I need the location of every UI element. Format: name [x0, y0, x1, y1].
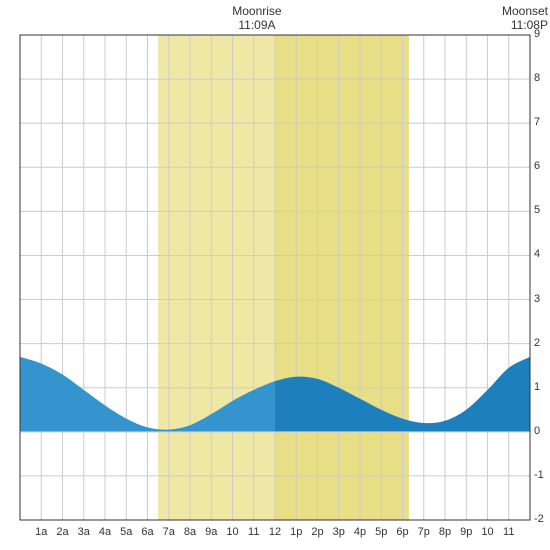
- x-tick-label: 5p: [370, 526, 392, 538]
- y-tick-label: -2: [534, 513, 550, 525]
- x-tick-label: 1a: [30, 526, 52, 538]
- x-tick-label: 11: [498, 526, 520, 538]
- x-tick-label: 3p: [328, 526, 350, 538]
- x-tick-label: 5a: [115, 526, 137, 538]
- tide-chart: Moonrise 11:09A Moonset 11:08P 1a2a3a4a5…: [0, 0, 550, 550]
- y-tick-label: 9: [534, 28, 550, 40]
- x-tick-label: 9p: [455, 526, 477, 538]
- y-tick-label: -1: [534, 469, 550, 481]
- x-tick-label: 8a: [179, 526, 201, 538]
- x-tick-label: 4p: [349, 526, 371, 538]
- x-tick-label: 6a: [137, 526, 159, 538]
- y-tick-label: 2: [534, 337, 550, 349]
- x-tick-label: 10: [222, 526, 244, 538]
- chart-svg: [0, 0, 550, 550]
- x-tick-label: 7p: [413, 526, 435, 538]
- x-tick-label: 10: [477, 526, 499, 538]
- y-tick-label: 6: [534, 160, 550, 172]
- y-tick-label: 8: [534, 72, 550, 84]
- y-tick-label: 7: [534, 116, 550, 128]
- moonrise-label: Moonrise: [227, 4, 287, 18]
- y-tick-label: 1: [534, 381, 550, 393]
- x-tick-label: 2a: [52, 526, 74, 538]
- x-tick-label: 4a: [94, 526, 116, 538]
- x-tick-label: 2p: [307, 526, 329, 538]
- x-tick-label: 9a: [200, 526, 222, 538]
- y-tick-label: 0: [534, 425, 550, 437]
- x-tick-label: 1p: [285, 526, 307, 538]
- x-tick-label: 6p: [392, 526, 414, 538]
- x-tick-label: 12: [264, 526, 286, 538]
- x-tick-label: 7a: [158, 526, 180, 538]
- moonset-label: Moonset: [492, 4, 548, 18]
- moonrise-time: 11:09A: [227, 18, 287, 32]
- y-tick-label: 5: [534, 204, 550, 216]
- x-tick-label: 3a: [73, 526, 95, 538]
- moonrise-header: Moonrise 11:09A: [227, 4, 287, 33]
- y-tick-label: 4: [534, 248, 550, 260]
- x-tick-label: 8p: [434, 526, 456, 538]
- y-tick-label: 3: [534, 293, 550, 305]
- x-tick-label: 11: [243, 526, 265, 538]
